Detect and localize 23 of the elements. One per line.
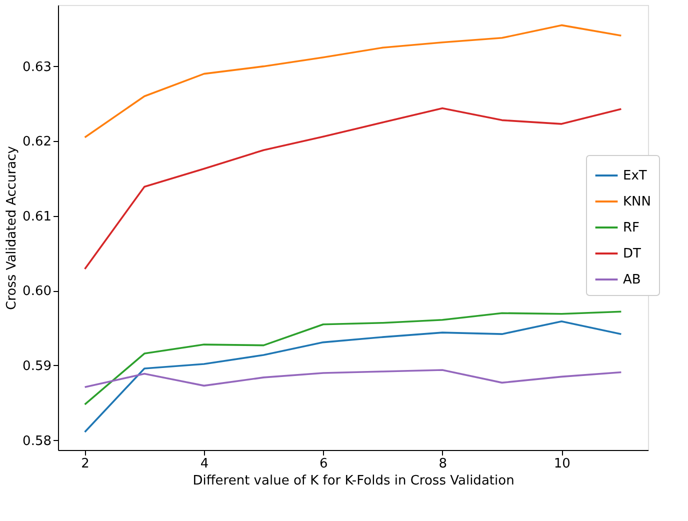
y-tick-label: 0.60 xyxy=(22,284,52,300)
y-tick-label: 0.58 xyxy=(22,434,52,449)
x-tick-label: 6 xyxy=(320,456,328,472)
y-axis-title: Cross Validated Accuracy xyxy=(4,146,20,310)
x-tick-label: 8 xyxy=(438,456,448,472)
legend-label: AB xyxy=(623,272,641,288)
line-series xyxy=(84,310,622,406)
y-tick-label: 0.63 xyxy=(22,60,52,75)
line-series xyxy=(84,24,622,138)
legend-label: RF xyxy=(623,220,640,236)
y-tick-label: 0.61 xyxy=(22,209,52,224)
x-tick-label: 4 xyxy=(200,456,209,472)
y-tick-label: 0.59 xyxy=(22,358,52,374)
legend-label: KNN xyxy=(623,194,651,210)
x-axis-title: Different value of K for K-Folds in Cross Validation xyxy=(192,474,514,488)
legend-label: DT xyxy=(623,246,642,262)
legend-label: ExT xyxy=(623,168,647,184)
line-series xyxy=(84,320,622,433)
line-series xyxy=(84,107,622,270)
x-tick-label: 2 xyxy=(81,456,90,472)
x-tick-label: 10 xyxy=(554,456,570,472)
y-tick-label: 0.62 xyxy=(22,134,52,150)
line-series xyxy=(84,369,622,388)
